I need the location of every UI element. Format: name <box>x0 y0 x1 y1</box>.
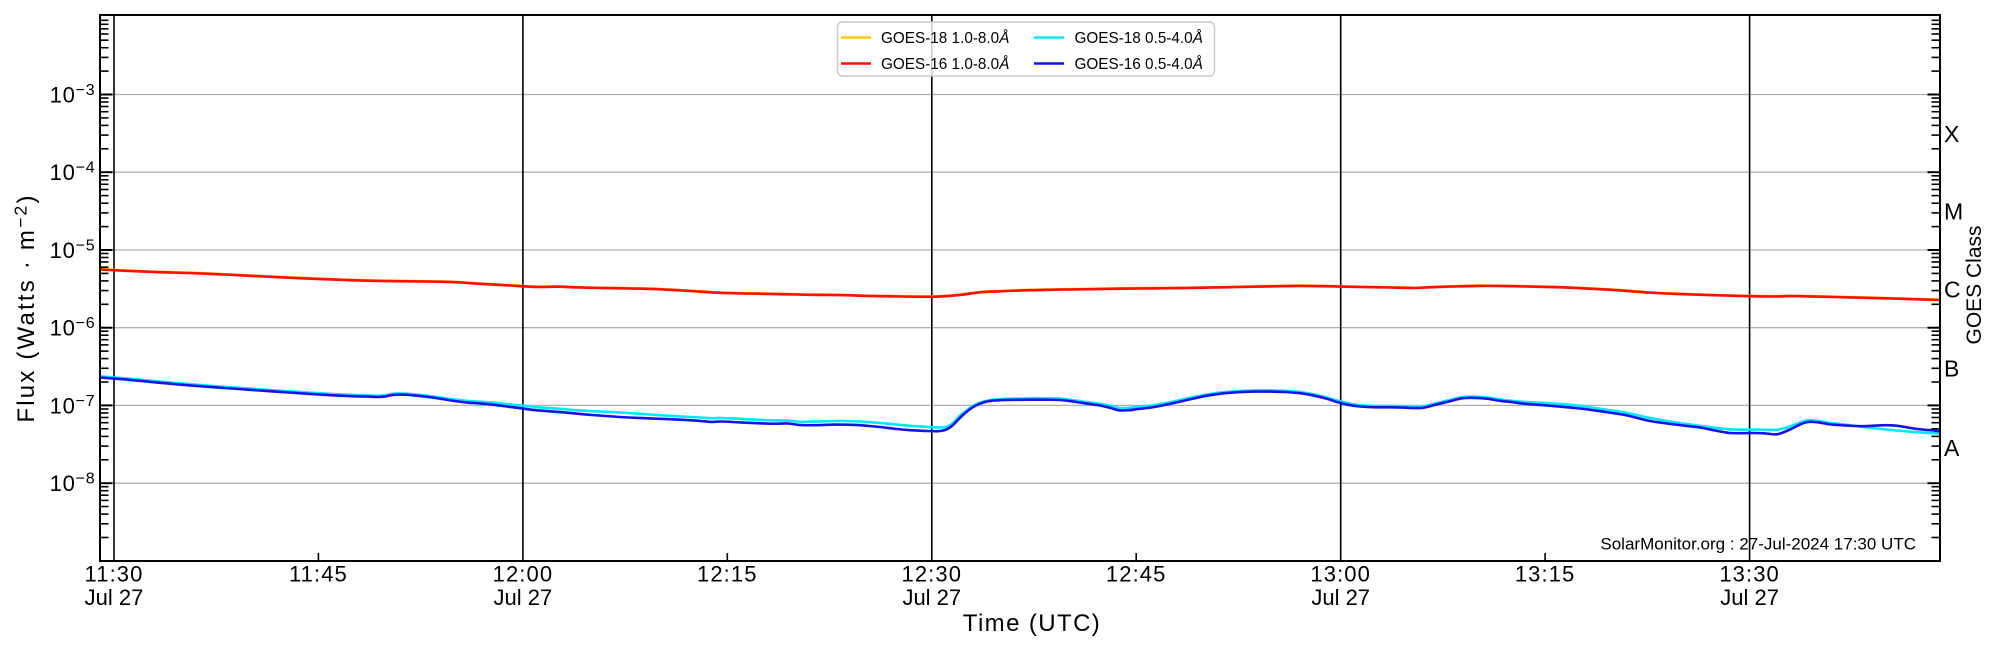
svg-text:B: B <box>1944 356 1959 382</box>
svg-text:12:45: 12:45 <box>1106 562 1167 587</box>
svg-text:12:30: 12:30 <box>902 562 963 587</box>
svg-text:X: X <box>1944 121 1959 147</box>
svg-text:A: A <box>1944 435 1960 461</box>
svg-text:C: C <box>1944 277 1961 303</box>
svg-text:13:00: 13:00 <box>1310 562 1371 587</box>
svg-text:Jul 27: Jul 27 <box>1720 585 1779 610</box>
svg-text:12:15: 12:15 <box>697 562 758 587</box>
svg-text:M: M <box>1944 199 1963 225</box>
svg-text:SolarMonitor.org : 27-Jul-2024: SolarMonitor.org : 27-Jul-2024 17:30 UTC <box>1600 535 1916 554</box>
svg-text:12:00: 12:00 <box>493 562 554 587</box>
svg-text:Jul 27: Jul 27 <box>494 585 553 610</box>
svg-text:Jul 27: Jul 27 <box>85 585 144 610</box>
svg-text:GOES Class: GOES Class <box>1963 225 1986 344</box>
svg-text:GOES-18 1.0-8.0Å: GOES-18 1.0-8.0Å <box>881 30 1009 47</box>
svg-text:11:30: 11:30 <box>85 562 144 587</box>
svg-text:10−7: 10−7 <box>50 393 96 419</box>
svg-text:Time (UTC): Time (UTC) <box>963 610 1101 637</box>
svg-text:10−5: 10−5 <box>50 238 96 264</box>
svg-text:11:45: 11:45 <box>289 562 348 587</box>
svg-text:Flux (Watts · m−2): Flux (Watts · m−2) <box>11 193 41 422</box>
svg-text:GOES-16 0.5-4.0Å: GOES-16 0.5-4.0Å <box>1075 56 1203 73</box>
svg-text:GOES-18 0.5-4.0Å: GOES-18 0.5-4.0Å <box>1075 30 1203 47</box>
svg-text:13:30: 13:30 <box>1719 562 1780 587</box>
svg-text:GOES-16 1.0-8.0Å: GOES-16 1.0-8.0Å <box>881 56 1009 73</box>
svg-text:13:15: 13:15 <box>1515 562 1576 587</box>
svg-text:Jul 27: Jul 27 <box>1311 585 1370 610</box>
svg-text:Jul 27: Jul 27 <box>902 585 961 610</box>
